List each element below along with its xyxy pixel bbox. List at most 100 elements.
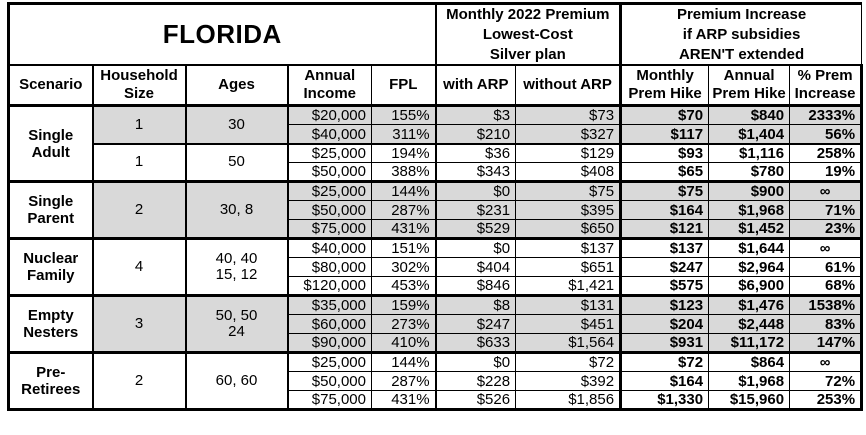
ages-cell: 30, 8 xyxy=(184,180,288,241)
cell-monthly-hike: $164 xyxy=(619,371,710,392)
scenario-cell: Empty Nesters xyxy=(7,294,93,355)
cell-fpl: 453% xyxy=(370,276,437,297)
title-row: FLORIDA Monthly 2022 Premium Lowest-Cost… xyxy=(6,2,863,67)
cell-annual-hike: $1,968 xyxy=(708,371,791,392)
cell-monthly-hike: $123 xyxy=(619,294,710,316)
cell-pct-increase: 68% xyxy=(789,276,864,297)
scenario-cell: Single Adult xyxy=(7,104,93,184)
cell-income: $35,000 xyxy=(286,294,372,316)
cell-annual-hike: $15,960 xyxy=(708,390,791,412)
cell-without-arp: $137 xyxy=(515,237,622,259)
cell-with-arp: $3 xyxy=(434,104,517,126)
cell-pct-increase: 147% xyxy=(789,333,864,354)
table-row: $40,000 311% $210 $327 $117 $1,404 56% xyxy=(9,124,864,145)
scenario-cell: Nuclear Family xyxy=(7,237,93,298)
cell-fpl: 273% xyxy=(370,314,437,335)
table-row: Single Parent 2 30, 8 $25,000 144% $0 $75 $75 $9… xyxy=(7,180,864,241)
cell-with-arp: $0 xyxy=(434,237,517,259)
table-row: $75,000 431% $526 $1,856 $1,330 $15,960 253% xyxy=(9,390,864,412)
cell-pct-increase: 56% xyxy=(789,124,864,145)
cell-pct-increase: 23% xyxy=(789,219,864,240)
cell-without-arp: $75 xyxy=(515,180,622,202)
table-body: Single Adult 1 30 $20,000 155% $3 $73 $70 $840 23… xyxy=(7,104,864,412)
cell-pct-increase: 2333% xyxy=(789,104,864,126)
cell-monthly-hike: $204 xyxy=(619,314,710,335)
cell-fpl: 287% xyxy=(370,371,437,392)
cell-fpl: 311% xyxy=(370,124,437,145)
cell-income: $25,000 xyxy=(286,142,372,164)
cell-with-arp: $526 xyxy=(434,390,517,412)
cell-annual-hike: $1,968 xyxy=(708,200,791,221)
cell-without-arp: $408 xyxy=(515,162,622,183)
cell-annual-hike: $2,964 xyxy=(708,257,791,278)
cell-without-arp: $1,421 xyxy=(515,276,622,297)
cell-fpl: 155% xyxy=(370,104,437,126)
cell-annual-hike: $1,116 xyxy=(708,142,791,164)
col-header-pct-prem-increase: % Prem Increase xyxy=(789,64,864,108)
cell-income: $50,000 xyxy=(286,162,372,183)
cell-pct-increase: 83% xyxy=(789,314,864,335)
cell-monthly-hike: $65 xyxy=(619,162,710,183)
cell-monthly-hike: $164 xyxy=(619,200,710,221)
cell-annual-hike: $11,172 xyxy=(708,333,791,354)
cell-monthly-hike: $575 xyxy=(619,276,710,297)
cell-pct-increase: 253% xyxy=(789,390,864,412)
cell-with-arp: $210 xyxy=(434,124,517,145)
cell-without-arp: $131 xyxy=(515,294,622,316)
state-title: FLORIDA xyxy=(6,2,437,67)
household-size-cell: 4 xyxy=(91,237,186,298)
cell-fpl: 194% xyxy=(370,142,437,164)
table-row: $80,000 302% $404 $651 $247 $2,964 61% xyxy=(9,257,864,278)
cell-income: $50,000 xyxy=(286,371,372,392)
page: FLORIDA Monthly 2022 Premium Lowest-Cost… xyxy=(6,2,864,412)
cell-with-arp: $404 xyxy=(434,257,517,278)
cell-with-arp: $633 xyxy=(434,333,517,354)
col-header-with-arp: with ARP xyxy=(434,64,517,108)
cell-annual-hike: $1,644 xyxy=(708,237,791,259)
cell-annual-hike: $1,476 xyxy=(708,294,791,316)
cell-pct-increase: 61% xyxy=(789,257,864,278)
ages-cell: 40, 40 15, 12 xyxy=(184,237,288,298)
household-size-cell: 2 xyxy=(91,180,186,241)
cell-pct-increase: ∞ xyxy=(789,180,864,202)
cell-fpl: 144% xyxy=(370,180,437,202)
cell-annual-hike: $864 xyxy=(708,351,791,373)
cell-annual-hike: $1,452 xyxy=(708,219,791,240)
cell-with-arp: $0 xyxy=(434,351,517,373)
col-header-fpl: FPL xyxy=(370,64,437,108)
cell-fpl: 151% xyxy=(370,237,437,259)
scenario-cell: Single Parent xyxy=(7,180,93,241)
cell-fpl: 431% xyxy=(370,390,437,412)
cell-income: $60,000 xyxy=(286,314,372,335)
table-row: Empty Nesters 3 50, 50 24 $35,000 159% $8 $131… xyxy=(7,294,864,355)
cell-pct-increase: 19% xyxy=(789,162,864,183)
cell-fpl: 302% xyxy=(370,257,437,278)
cell-with-arp: $0 xyxy=(434,180,517,202)
cell-annual-hike: $780 xyxy=(708,162,791,183)
household-size-cell: 1 xyxy=(91,142,186,184)
cell-income: $80,000 xyxy=(286,257,372,278)
cell-monthly-hike: $72 xyxy=(619,351,710,373)
household-size-cell: 1 xyxy=(91,104,186,145)
cell-fpl: 287% xyxy=(370,200,437,221)
col-header-annual-income: Annual Income xyxy=(286,64,372,108)
increase-group-header: Premium Increase if ARP subsidies AREN'T… xyxy=(619,2,863,67)
cell-pct-increase: 1538% xyxy=(789,294,864,316)
ages-cell: 50, 50 24 xyxy=(184,294,288,355)
cell-monthly-hike: $121 xyxy=(619,219,710,240)
cell-fpl: 431% xyxy=(370,219,437,240)
cell-annual-hike: $2,448 xyxy=(708,314,791,335)
cell-without-arp: $451 xyxy=(515,314,622,335)
cell-annual-hike: $1,404 xyxy=(708,124,791,145)
premium-group-header: Monthly 2022 Premium Lowest-Cost Silver … xyxy=(434,2,622,67)
table-row: $90,000 410% $633 $1,564 $931 $11,172 147% xyxy=(9,333,864,354)
table-row: Nuclear Family 4 40, 40 15, 12 $40,000 151% $… xyxy=(7,237,864,298)
cell-without-arp: $395 xyxy=(515,200,622,221)
cell-monthly-hike: $247 xyxy=(619,257,710,278)
cell-income: $90,000 xyxy=(286,333,372,354)
table-row: 1 50 $25,000 194% $36 $129 $93 $1,116 258% xyxy=(9,142,864,184)
cell-income: $40,000 xyxy=(286,124,372,145)
cell-without-arp: $73 xyxy=(515,104,622,126)
col-header-annual-prem-hike: Annual Prem Hike xyxy=(708,64,791,108)
cell-pct-increase: 71% xyxy=(789,200,864,221)
